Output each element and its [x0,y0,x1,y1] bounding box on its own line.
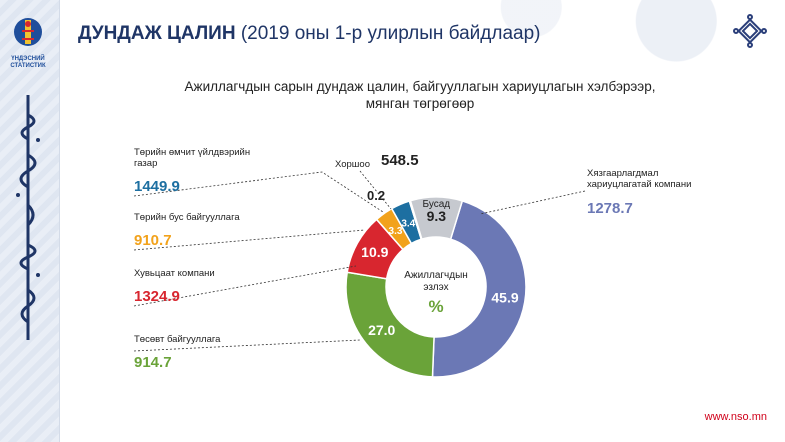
donut-slice-label-6: 9.3 [427,208,447,224]
value-ngo: 910.7 [134,232,172,249]
leader-line-coop [359,170,392,210]
donut-slices [345,196,527,378]
donut-slice-label-2: 10.9 [361,244,388,260]
donut-center-label: Ажиллагчдын эзлэх [404,270,468,293]
label-budget: Төсөвт байгууллага [134,334,221,345]
header-decoration [60,0,785,70]
donut-slice-1 [345,271,435,378]
donut-slice-label-1: 27.0 [368,322,395,338]
donut-slice-0 [431,199,527,378]
value-coop: 548.5 [381,152,419,169]
label-state-owned: Төрийн өмчит үйлдвэрийн газар [134,147,251,169]
nso-logo: ҮНДЭСНИЙ СТАТИСТИК [6,14,50,78]
leader-line-joint-stock [133,265,357,307]
share-coop: 0.2 [367,188,386,203]
page-title-main: ДУНДАЖ ЦАЛИН [78,23,236,44]
value-joint-stock: 1324.9 [134,288,180,305]
mongolian-script-ornament [16,95,40,340]
chart-subtitle: Ажиллагчдын сарын дундаж цалин, байгуулл… [130,78,710,112]
donut-slice-label-0: 45.9 [491,290,518,306]
leader-lines [133,170,586,352]
page-title-period: (2019 оны 1-р улирлын байдлаар) [240,23,541,44]
chart-subtitle-line1: Ажиллагчдын сарын дундаж цалин, байгуулл… [184,79,656,94]
leader-line-ngo [133,229,366,251]
left-decorative-band: ҮНДЭСНИЙ СТАТИСТИК [0,0,60,442]
leader-line-state-owned [133,171,384,213]
page-title: ДУНДАЖ ЦАЛИН (2019 оны 1-р улирлын байдл… [78,23,541,45]
chart-subtitle-line2: мянган төгрөгөөр [365,96,475,111]
value-state-owned: 1449.9 [134,178,180,195]
label-joint-stock: Хувьцаат компани [134,268,215,279]
label-llc: Хязгаарлагдмал хариуцлагатай компани [587,168,692,190]
soyombo-emblem-icon [14,18,42,46]
donut-slice-6 [409,196,464,241]
donut-slice-label-4: 3.4 [401,219,415,230]
value-budget: 914.7 [134,354,172,371]
donut-slice-name-other: Бусад [422,199,450,210]
label-ngo: Төрийн бус байгууллага [134,212,240,223]
label-coop: Хоршоо [335,159,370,170]
donut-center-unit: % [428,297,444,316]
leader-line-budget [133,339,361,352]
donut-slice-label-3: 3.3 [389,226,403,237]
value-llc: 1278.7 [587,200,633,217]
website-link[interactable]: www.nso.mn [704,411,767,423]
logo-caption: ҮНДЭСНИЙ СТАТИСТИК [10,56,46,69]
endless-knot-icon [733,14,767,48]
leader-line-llc [479,190,586,215]
